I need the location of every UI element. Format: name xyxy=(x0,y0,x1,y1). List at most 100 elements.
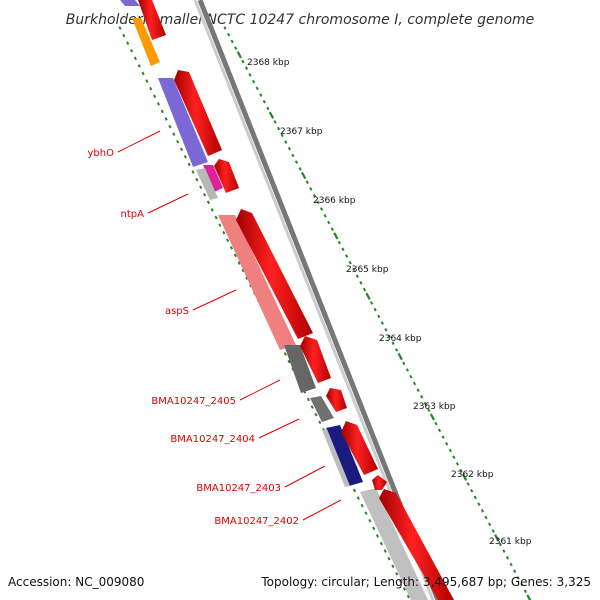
ruler-minor-tick xyxy=(387,334,392,339)
ruler-minor-tick xyxy=(262,99,266,104)
ruler-major-tick xyxy=(461,473,468,481)
ruler-minor-tick xyxy=(323,214,327,218)
ruler-minor-tick xyxy=(248,73,252,77)
ruler-minor-tick xyxy=(434,421,438,426)
ruler-minor-tick xyxy=(391,564,395,569)
ruler-minor-tick xyxy=(227,32,231,37)
accession-text: Accession: NC_009080 xyxy=(8,575,144,589)
ruler-minor-tick xyxy=(156,102,161,106)
ruler-tick-label: 2361 kbp xyxy=(489,537,532,547)
ruler-minor-tick xyxy=(122,33,126,38)
ruler-minor-tick xyxy=(255,86,259,91)
ruler-minor-tick xyxy=(364,511,368,515)
ruler-minor-tick xyxy=(222,230,226,235)
ruler-minor-tick xyxy=(387,556,391,561)
ruler-minor-tick xyxy=(141,71,145,76)
ruler-minor-tick xyxy=(459,468,463,473)
feature-2402-lightgray xyxy=(360,488,428,600)
ruler-minor-tick xyxy=(199,185,203,189)
ruler-minor-tick xyxy=(206,200,210,205)
ruler-minor-tick xyxy=(455,462,459,466)
ruler-minor-tick xyxy=(168,124,172,129)
ruler-minor-tick xyxy=(341,247,345,252)
gene-connector xyxy=(192,289,237,311)
gene-label: BMA10247_2405 xyxy=(151,396,236,407)
reverse-strand-features xyxy=(120,0,428,600)
ruler-minor-tick xyxy=(149,86,153,91)
ruler-minor-tick xyxy=(523,589,527,594)
ruler-major-tick xyxy=(429,413,435,421)
cds-arrow xyxy=(341,421,378,475)
ruler-minor-tick xyxy=(445,442,449,446)
feature-2404-darkgray xyxy=(310,396,334,422)
ruler-minor-tick xyxy=(164,117,168,121)
ruler-minor-tick xyxy=(291,153,295,158)
ruler-minor-tick xyxy=(441,435,445,439)
ruler-ticks xyxy=(223,26,532,600)
ruler-minor-tick xyxy=(266,106,270,111)
ruler-minor-tick xyxy=(375,534,380,538)
ruler-minor-tick xyxy=(316,200,320,205)
ruler-minor-tick xyxy=(233,253,237,258)
ruler-minor-tick xyxy=(520,582,524,587)
ruler-minor-tick xyxy=(452,455,456,459)
ruler-minor-tick xyxy=(470,488,474,493)
ruler-minor-tick xyxy=(360,503,364,508)
ruler-minor-tick xyxy=(368,518,372,523)
ruler-minor-tick xyxy=(488,522,492,527)
ruler-major-tick xyxy=(333,232,339,240)
ruler-minor-tick xyxy=(402,361,406,366)
ruler-minor-tick xyxy=(237,261,241,265)
ruler-minor-tick xyxy=(509,562,513,567)
ruler-minor-tick xyxy=(203,193,207,197)
gene-label: BMA10247_2402 xyxy=(214,516,299,527)
ruler-minor-tick xyxy=(370,301,374,305)
ruler-minor-tick xyxy=(412,381,417,386)
gene-label: ntpA xyxy=(121,209,145,220)
ruler-minor-tick xyxy=(379,541,383,546)
ruler-major-tick xyxy=(494,534,500,542)
cds-arrow xyxy=(300,336,331,383)
ruler-minor-tick xyxy=(356,496,360,500)
ruler-minor-tick xyxy=(395,348,399,352)
ruler-minor-tick xyxy=(280,133,284,138)
ruler-minor-tick xyxy=(191,170,195,174)
gene-label: BMA10247_2403 xyxy=(196,483,281,494)
ruler-minor-tick xyxy=(318,420,322,425)
ruler-tick-label: 2367 kbp xyxy=(280,127,323,137)
ruler-minor-tick xyxy=(383,549,387,553)
genome-summary-text: Topology: circular; Length: 3,495,687 bp… xyxy=(260,575,591,589)
ruler-minor-tick xyxy=(129,48,134,53)
ruler-minor-tick xyxy=(377,314,381,319)
ruler-minor-tick xyxy=(241,59,245,64)
ruler-minor-tick xyxy=(319,207,324,211)
ruler-minor-tick xyxy=(284,140,288,144)
ruler-minor-tick xyxy=(362,287,367,292)
ruler-minor-tick xyxy=(305,180,309,185)
ruler-minor-tick xyxy=(466,482,470,486)
gene-connector xyxy=(284,465,326,488)
ruler-minor-tick xyxy=(330,227,334,231)
gene-label: BMA10247_2404 xyxy=(170,434,255,445)
ruler-minor-tick xyxy=(118,26,122,30)
ruler-minor-tick xyxy=(133,56,137,61)
ruler-minor-tick xyxy=(229,246,234,250)
gene-connector xyxy=(258,418,300,439)
ruler-minor-tick xyxy=(145,79,149,83)
ruler-minor-tick xyxy=(405,368,409,372)
ruler-minor-tick xyxy=(359,281,363,285)
ruler-minor-tick xyxy=(309,187,313,191)
gene-connector xyxy=(147,193,189,214)
ruler-tick-label: 2362 kbp xyxy=(451,470,494,480)
ruler-minor-tick xyxy=(160,109,164,114)
ruler-minor-tick xyxy=(187,162,191,167)
ruler-minor-tick xyxy=(277,126,281,131)
ruler-major-tick xyxy=(365,292,371,300)
ruler-minor-tick xyxy=(312,193,316,198)
feature-ybhO-purple xyxy=(158,78,208,167)
ruler-minor-tick xyxy=(416,388,420,392)
ruler-minor-tick xyxy=(244,66,249,71)
ruler-minor-tick xyxy=(327,220,331,225)
ruler-minor-tick xyxy=(352,267,356,272)
ruler-minor-tick xyxy=(226,238,230,243)
